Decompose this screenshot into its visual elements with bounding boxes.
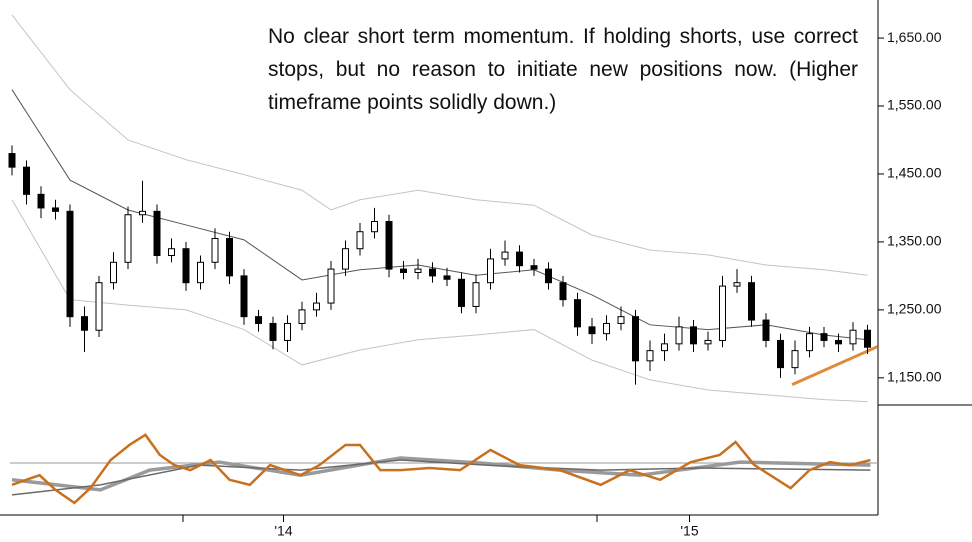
y-tick-label: 1,450.00 [887,165,942,181]
candle-body [8,153,16,168]
candle-body [501,251,509,260]
y-tick-label: 1,650.00 [887,29,942,45]
candle-body [226,238,233,277]
candle-body [429,268,436,277]
candle-body [95,282,103,331]
candle-body [66,210,74,318]
x-tick-label: '14 [274,523,292,539]
candle-body [284,322,291,341]
overlay-line [791,345,879,386]
candle-body [617,316,625,324]
candle-body [472,282,480,307]
candle-body [864,329,871,348]
candle-body [313,302,320,311]
candle-body [733,282,741,287]
candle-body [385,221,393,270]
candle-body [211,238,219,263]
candle-body [269,322,277,341]
candle-body [356,231,364,250]
candle-body [168,248,175,257]
y-tick-label: 1,250.00 [887,301,942,317]
overlay-line [11,199,868,403]
candle-body [762,319,770,341]
candle-body [603,322,610,335]
candle-body [748,282,755,321]
candle-body [690,326,697,345]
candle-body [588,326,596,335]
candle-body [661,343,668,352]
candle-body [675,326,683,345]
candle-body [719,285,726,341]
candle-body [139,210,146,216]
candle-body [37,193,45,209]
candle-body [704,339,712,345]
candle-body [443,275,451,280]
candle-body [153,210,161,257]
x-tick-label: '15 [680,523,698,539]
candle-body [777,339,784,369]
candle-body [197,261,204,284]
candle-body [400,268,407,273]
annotation: No clear short term momentum. If holding… [268,25,858,114]
candle-body [81,316,88,331]
candle-body [632,316,639,362]
candle-body [298,309,306,324]
candle-body [835,339,842,345]
oscillator-line [11,459,871,496]
candle-body [414,268,422,273]
candle-body [559,282,567,301]
y-tick-label: 1,550.00 [887,97,942,113]
candle-body [791,350,799,369]
candle-body [371,221,378,233]
candle-body [487,258,494,284]
candle-body [23,166,30,195]
candle-body [342,248,349,270]
candle-body [458,278,465,307]
candle-body [849,329,857,345]
candle-body [820,333,828,341]
candle-body [52,207,59,212]
candle-body [327,268,335,304]
candle-body [182,248,190,284]
candle-body [646,350,654,362]
candle-body [806,333,813,352]
candle-body [240,275,248,318]
candle-body [516,251,523,267]
oscillator-line [11,433,871,505]
candle-body [124,214,132,263]
candle-body [255,316,262,324]
overlay-line [11,14,868,276]
candle-body [574,299,581,328]
y-tick-label: 1,150.00 [887,369,942,385]
y-tick-label: 1,350.00 [887,233,942,249]
candle-body [530,265,538,270]
candle-body [545,268,552,284]
candle-body [110,261,117,284]
